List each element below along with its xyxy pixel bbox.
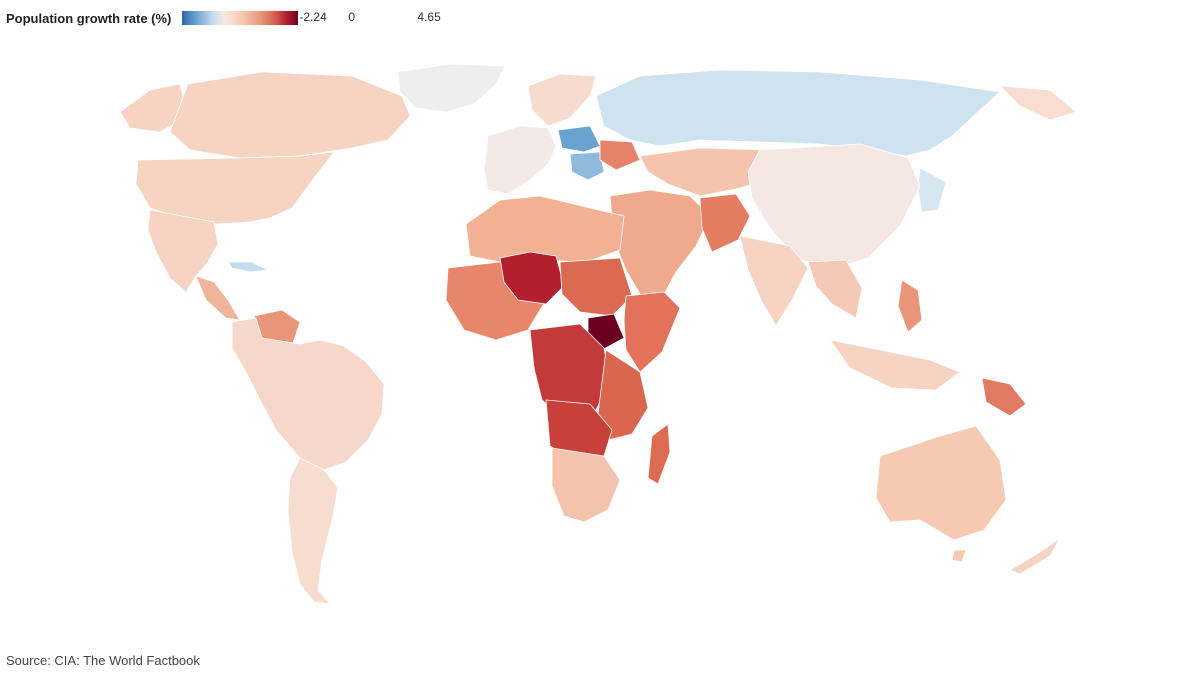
region-scandinavia[interactable]	[527, 73, 597, 127]
region-canada[interactable]	[169, 71, 411, 159]
legend-max-label: 4.65	[417, 10, 441, 24]
region-eastern-europe[interactable]	[557, 125, 601, 153]
region-russia[interactable]	[595, 69, 1001, 157]
region-middle-east[interactable]	[609, 189, 711, 303]
region-north-africa[interactable]	[465, 195, 625, 263]
region-sudan-chad[interactable]	[559, 257, 633, 317]
world-map	[119, 63, 1077, 605]
region-niger-mali[interactable]	[499, 251, 565, 305]
region-japan[interactable]	[917, 167, 947, 213]
source-note: Source: CIA: The World Factbook	[6, 653, 200, 668]
region-ukraine[interactable]	[599, 139, 641, 171]
region-south-america-south[interactable]	[287, 457, 339, 605]
legend-title: Population growth rate (%)	[6, 10, 172, 26]
region-cuba[interactable]	[227, 261, 269, 273]
region-horn-of-africa[interactable]	[623, 291, 681, 373]
region-madagascar[interactable]	[647, 423, 671, 485]
region-philippines[interactable]	[897, 279, 923, 333]
region-central-africa[interactable]	[529, 323, 611, 421]
region-india[interactable]	[739, 235, 809, 327]
legend: Population growth rate (%) -2.24 0	[6, 8, 458, 28]
region-balkans[interactable]	[569, 151, 605, 181]
region-china[interactable]	[747, 143, 921, 271]
region-western-europe[interactable]	[483, 125, 557, 195]
region-kazakhstan-central-asia[interactable]	[639, 147, 781, 197]
region-central-america[interactable]	[195, 275, 241, 321]
region-usa[interactable]	[135, 151, 335, 225]
region-australia[interactable]	[875, 425, 1007, 541]
legend-mid-label: 0	[348, 10, 356, 24]
region-papua-new-guinea[interactable]	[981, 377, 1027, 417]
region-afghanistan-pakistan[interactable]	[699, 193, 751, 253]
region-mexico[interactable]	[147, 209, 219, 293]
region-tasmania[interactable]	[951, 549, 967, 563]
region-eastern-siberia-kamchatka[interactable]	[999, 85, 1077, 121]
region-south-america-north[interactable]	[231, 317, 385, 471]
legend-color-bar	[182, 11, 299, 25]
region-greenland[interactable]	[397, 63, 506, 113]
region-southeast-asia[interactable]	[807, 259, 863, 319]
region-new-zealand[interactable]	[1009, 537, 1061, 575]
legend-min-label: -2.24	[299, 10, 327, 24]
region-indonesia[interactable]	[829, 339, 961, 391]
legend-ticks: -2.24 0 4.65	[298, 10, 458, 26]
region-southern-africa[interactable]	[551, 447, 621, 523]
